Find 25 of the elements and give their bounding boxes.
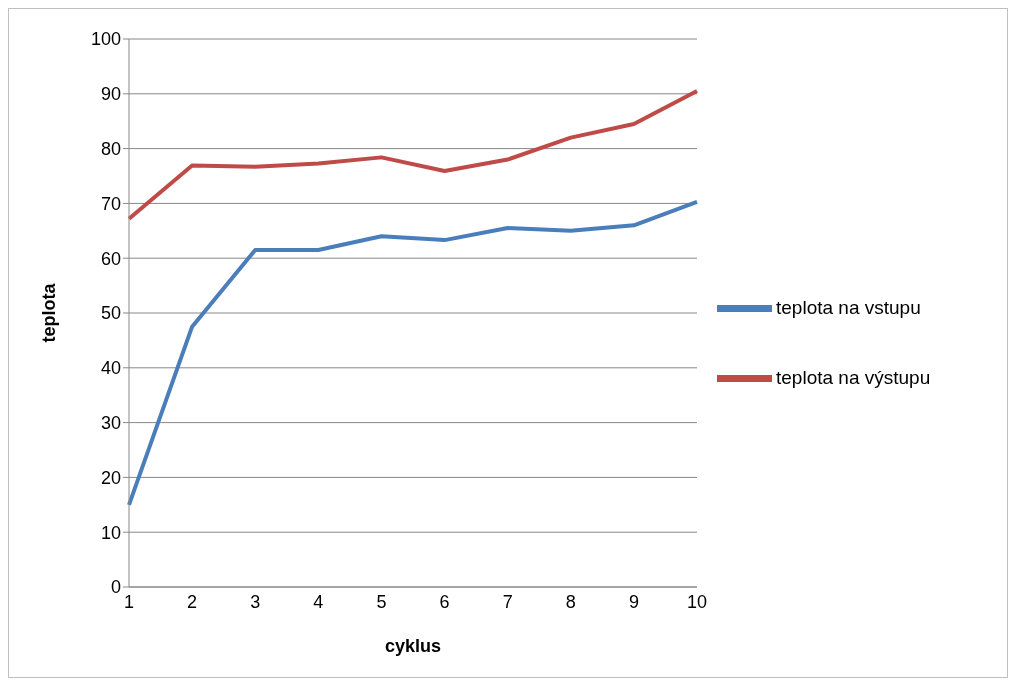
x-tick-label: 2 [187, 591, 198, 612]
y-tick-label: 100 [90, 29, 121, 50]
legend-label: teplota na výstupu [776, 367, 931, 388]
y-tick-label: 80 [100, 138, 121, 159]
y-tick-label: 60 [100, 248, 121, 269]
y-tick-label: 40 [100, 358, 121, 379]
x-axis-title: cyklus [384, 636, 442, 656]
legend-label: teplota na vstupu [776, 297, 921, 318]
x-tick-label: 10 [686, 591, 708, 612]
y-tick-label: 10 [100, 522, 121, 543]
y-tick-label: 0 [110, 577, 121, 598]
x-tick-label: 9 [628, 591, 639, 612]
x-tick-label: 4 [313, 591, 324, 612]
x-tick-label: 7 [502, 591, 513, 612]
x-tick-label: 5 [376, 591, 387, 612]
x-tick-label: 6 [439, 591, 450, 612]
y-tick-label: 50 [100, 303, 121, 324]
y-tick-label: 20 [100, 467, 121, 488]
y-tick-label: 30 [100, 412, 121, 433]
x-tick-label: 3 [250, 591, 261, 612]
x-tick-label: 1 [123, 591, 135, 612]
y-axis-title: teplota [39, 282, 60, 343]
x-tick-label: 8 [565, 591, 576, 612]
y-tick-label: 70 [100, 193, 121, 214]
y-tick-label: 90 [100, 84, 121, 105]
